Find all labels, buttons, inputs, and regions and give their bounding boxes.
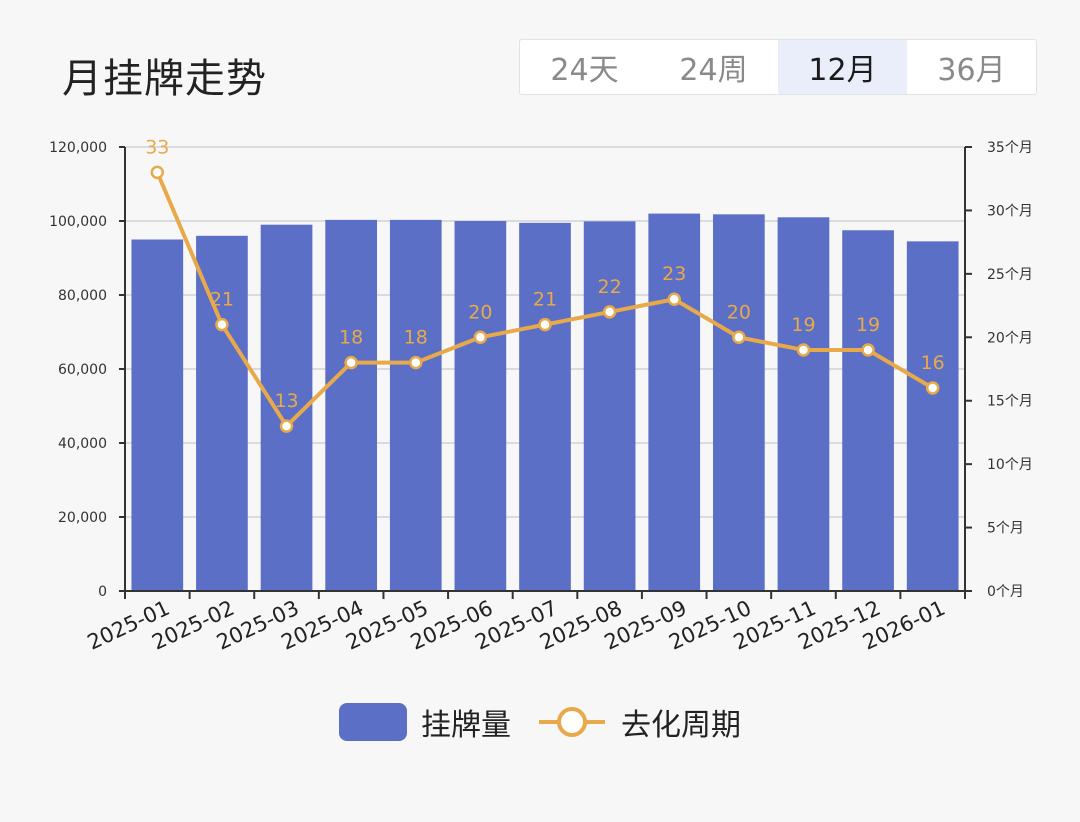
cycle-point <box>796 343 811 357</box>
bar <box>389 219 442 591</box>
y-left-tick-label: 40,000 <box>58 436 107 452</box>
cycle-data-label: 19 <box>791 314 815 336</box>
bar <box>777 217 830 592</box>
tab-24-days[interactable]: 24天 <box>550 53 619 88</box>
cycle-data-label: 18 <box>339 327 363 349</box>
period-tabs: 24天 24周 12月 36月 <box>519 39 1037 95</box>
bar <box>583 221 636 591</box>
cycle-point <box>150 165 165 180</box>
y-right-tick-label: 35个月 <box>987 140 1033 156</box>
cycle-data-label: 21 <box>210 289 234 311</box>
bar <box>906 241 959 591</box>
bar <box>196 235 248 592</box>
cycle-data-label: 22 <box>598 276 622 298</box>
y-left-tick-label: 80,000 <box>58 288 107 304</box>
bar <box>519 222 571 591</box>
y-right-tick-label: 25个月 <box>987 267 1033 283</box>
cycle-data-label: 21 <box>533 289 557 311</box>
bar <box>648 213 701 591</box>
page-title: 月挂牌走势 <box>62 56 267 102</box>
legend-label-cycle: 去化周期 <box>621 708 741 743</box>
bar <box>842 230 894 591</box>
y-left-tick-label: 60,000 <box>58 362 107 378</box>
cycle-point <box>344 355 358 370</box>
cycle-point <box>215 317 229 332</box>
y-right-tick-label: 10个月 <box>987 457 1033 473</box>
cycle-data-label: 16 <box>921 352 945 374</box>
cycle-point <box>538 317 552 332</box>
cycle-point <box>732 330 746 345</box>
cycle-data-label: 19 <box>856 314 880 336</box>
legend-bar-swatch <box>339 703 407 741</box>
y-left-tick-label: 120,000 <box>49 140 107 156</box>
y-left-tick-label: 0 <box>98 584 107 600</box>
y-left-tick-label: 20,000 <box>58 510 107 526</box>
bar <box>325 219 377 591</box>
cycle-point <box>279 419 294 433</box>
y-right-tick-label: 0个月 <box>987 584 1024 600</box>
cycle-point <box>602 305 617 319</box>
tab-24-weeks[interactable]: 24周 <box>679 53 748 88</box>
legend-line-swatch <box>539 707 605 737</box>
legend-item-cycle[interactable]: 去化周期 <box>537 700 741 744</box>
listing-trend-chart: 0 20,000 40,000 60,000 80,000 100,000 120,000 0… <box>49 136 1033 654</box>
y-left-tick-label: 100,000 <box>49 214 107 230</box>
cycle-data-label: 33 <box>145 136 169 158</box>
legend-item-listings[interactable]: 挂牌量 <box>339 700 511 744</box>
legend-label-listings: 挂牌量 <box>421 708 511 743</box>
y-right-tick-label: 30个月 <box>987 203 1033 219</box>
cycle-point <box>473 330 488 345</box>
cycle-data-label: 18 <box>404 327 428 349</box>
tab-12-months[interactable]: 12月 <box>778 40 907 94</box>
cycle-point <box>861 343 875 357</box>
cycle-data-label: 20 <box>727 301 751 323</box>
cycle-point <box>409 355 423 370</box>
chart-legend: 挂牌量 去化周期 <box>0 700 1080 744</box>
bar <box>713 214 765 591</box>
cycle-data-label: 13 <box>274 390 298 412</box>
y-right-tick-label: 20个月 <box>987 330 1033 346</box>
bar <box>454 221 507 591</box>
cycle-data-label: 23 <box>662 263 686 285</box>
cycle-point <box>925 381 940 395</box>
y-right-tick-label: 15个月 <box>987 394 1033 410</box>
tab-36-months[interactable]: 36月 <box>937 53 1006 88</box>
y-right-tick-label: 5个月 <box>987 521 1024 537</box>
bar <box>131 239 184 591</box>
cycle-point <box>667 292 681 306</box>
cycle-data-label: 20 <box>468 301 492 323</box>
